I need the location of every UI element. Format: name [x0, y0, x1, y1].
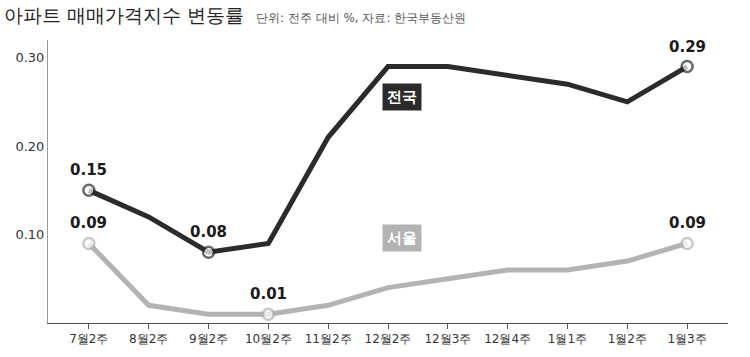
svg-text:0.10: 0.10 — [15, 227, 44, 242]
svg-text:10월2주: 10월2주 — [245, 332, 292, 346]
svg-text:12월2주: 12월2주 — [365, 332, 412, 346]
svg-text:0.29: 0.29 — [669, 38, 706, 56]
svg-text:0.01: 0.01 — [250, 285, 287, 303]
svg-text:0.08: 0.08 — [190, 223, 227, 241]
svg-text:12월3주: 12월3주 — [424, 332, 471, 346]
svg-text:0.15: 0.15 — [70, 161, 107, 179]
svg-text:1월1주: 1월1주 — [548, 332, 587, 346]
svg-text:아파트 매매가격지수 변동률 단위: 전주 대비 %, 자: 아파트 매매가격지수 변동률 단위: 전주 대비 %, 자료: 한국부동산원 — [4, 4, 467, 26]
svg-text:0.09: 0.09 — [70, 214, 107, 232]
svg-text:1월3주: 1월3주 — [667, 332, 706, 346]
svg-text:8월2주: 8월2주 — [129, 332, 168, 346]
svg-text:0.20: 0.20 — [15, 139, 44, 154]
svg-text:9월2주: 9월2주 — [189, 332, 228, 346]
svg-text:0.30: 0.30 — [15, 50, 44, 65]
svg-text:12월4주: 12월4주 — [484, 332, 531, 346]
svg-text:7월2주: 7월2주 — [69, 332, 108, 346]
svg-text:11월2주: 11월2주 — [305, 332, 352, 346]
svg-text:0.09: 0.09 — [669, 214, 706, 232]
svg-text:전국: 전국 — [387, 88, 417, 106]
svg-text:1월2주: 1월2주 — [608, 332, 647, 346]
svg-text:서울: 서울 — [387, 229, 417, 247]
